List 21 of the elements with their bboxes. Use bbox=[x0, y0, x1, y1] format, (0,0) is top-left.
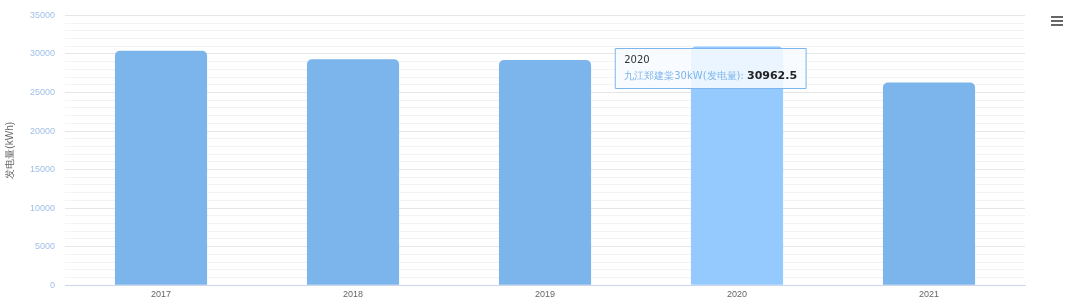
x-tick-label: 2017 bbox=[151, 289, 172, 300]
y-axis-title: 发电量(kWh) bbox=[3, 121, 15, 179]
y-tick-label: 35000 bbox=[30, 9, 56, 20]
series-label: 九江郑建棠30kW(发电量): bbox=[624, 70, 748, 82]
category-label: 2020 bbox=[624, 54, 650, 66]
x-tick-label: 2019 bbox=[535, 289, 556, 300]
x-tick-label: 2020 bbox=[726, 289, 748, 300]
bar bbox=[306, 59, 400, 285]
data-label: 30962.5 bbox=[747, 69, 798, 83]
y-tick-label: 10000 bbox=[30, 202, 56, 213]
x-tick-label: 2021 bbox=[918, 289, 940, 300]
y-tick-label: 0 bbox=[50, 279, 56, 290]
bar bbox=[114, 50, 208, 285]
y-tick-label: 30000 bbox=[30, 48, 56, 59]
bar bbox=[498, 60, 592, 285]
y-tick-label: 15000 bbox=[30, 164, 56, 175]
bar bbox=[882, 82, 976, 285]
y-tick-label: 25000 bbox=[30, 86, 56, 97]
x-tick-label: 2018 bbox=[343, 289, 364, 300]
y-tick-label: 20000 bbox=[30, 125, 56, 136]
y-tick-label: 5000 bbox=[35, 241, 56, 252]
